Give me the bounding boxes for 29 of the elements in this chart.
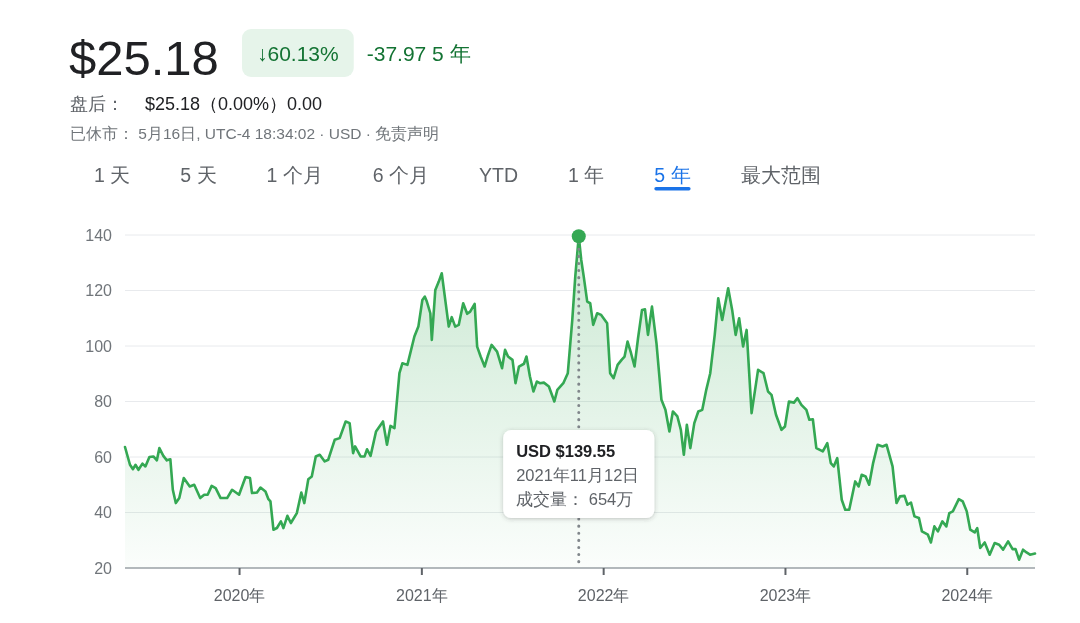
- change-percent: ↓60.13%: [257, 42, 339, 65]
- y-tick-label: 80: [94, 393, 112, 410]
- y-tick-label: 40: [94, 504, 112, 521]
- tab-label: 1 个月: [266, 164, 323, 186]
- tab-label: 最大范围: [740, 164, 821, 186]
- change-value: -37.97 5 年: [366, 42, 471, 65]
- tab-label: YTD: [479, 164, 519, 186]
- tab-label: 5 天: [180, 164, 217, 186]
- tab-label: 1 天: [94, 164, 131, 186]
- x-tick-label: 2023年: [759, 587, 812, 604]
- x-tick-label: 2022年: [577, 587, 630, 604]
- y-tick-label: 140: [85, 226, 112, 244]
- hover-card-text: USD $139.55: [516, 442, 616, 460]
- after-hours-label: 盘后：: [70, 94, 124, 114]
- x-tick-label: 2021年: [396, 587, 448, 604]
- y-tick-label: 20: [94, 559, 112, 577]
- hover-card-text: 成交量： 654万: [516, 490, 634, 508]
- y-tick-label: 120: [85, 282, 112, 299]
- x-tick-label: 2024年: [941, 587, 994, 604]
- x-tick-label: 2020年: [213, 587, 266, 604]
- title: $25.18: [69, 31, 219, 85]
- after-hours-value: $25.18（0.00%）0.00: [145, 94, 323, 114]
- tab-label: 1 年: [568, 164, 605, 186]
- y-tick-label: 60: [94, 448, 112, 466]
- y-tick-label: 100: [85, 337, 112, 355]
- hover-card-text: 2021年11月12日: [516, 466, 640, 484]
- tab-label: 5 年: [654, 164, 691, 186]
- market-status: 已休市： 5月16日, UTC-4 18:34:02 · USD · 免责声明: [70, 125, 440, 142]
- tab-label: 6 个月: [372, 164, 430, 186]
